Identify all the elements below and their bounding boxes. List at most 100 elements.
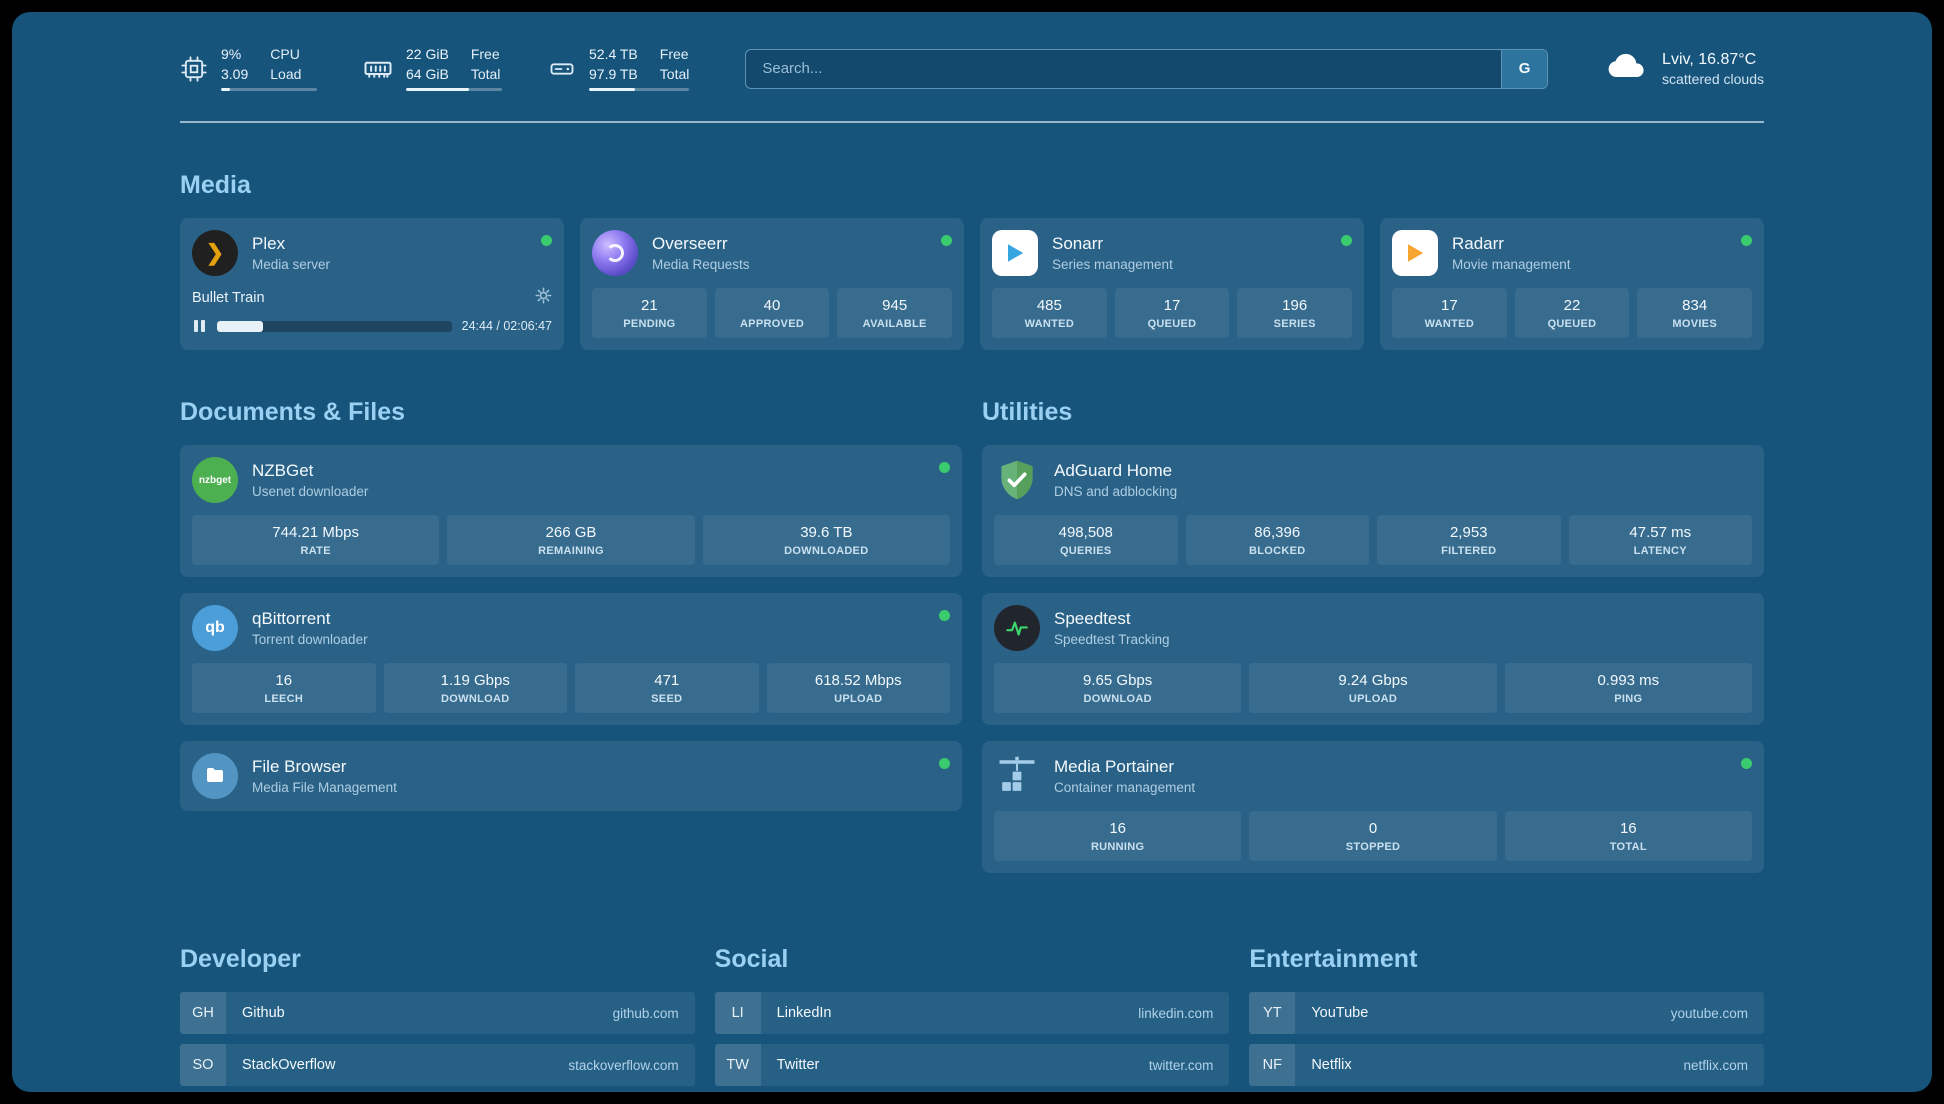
radarr-icon <box>1392 230 1438 276</box>
service-card-portainer[interactable]: Media Portainer Container management 16 … <box>982 741 1764 873</box>
service-subtitle: Series management <box>1052 257 1173 272</box>
status-badge <box>1741 758 1752 769</box>
stat-tile: 22 QUEUED <box>1514 288 1630 338</box>
playback-time: 24:44 / 02:06:47 <box>461 319 552 333</box>
service-subtitle: Speedtest Tracking <box>1054 632 1170 647</box>
bookmark-stackoverflow[interactable]: SO StackOverflow stackoverflow.com <box>180 1044 695 1086</box>
bookmarks: Developer GH Github github.com SO StackO… <box>180 945 1764 1092</box>
service-subtitle: Movie management <box>1452 257 1571 272</box>
service-subtitle: Container management <box>1054 780 1196 795</box>
status-badge <box>939 462 950 473</box>
bookmark-youtube[interactable]: YT YouTube youtube.com <box>1249 992 1764 1034</box>
service-subtitle: Media File Management <box>252 780 397 795</box>
now-playing-title: Bullet Train <box>192 290 265 306</box>
section-heading-entertainment: Entertainment <box>1249 945 1418 973</box>
bookmark-netflix[interactable]: NF Netflix netflix.com <box>1249 1044 1764 1086</box>
section-heading-utilities: Utilities <box>982 398 1073 426</box>
status-badge <box>941 235 952 246</box>
service-card-plex[interactable]: ❯ Plex Media server Bullet Train <box>180 218 564 350</box>
plex-icon: ❯ <box>192 230 238 276</box>
service-card-overseerr[interactable]: Overseerr Media Requests 21 PENDING 40 A… <box>580 218 964 350</box>
status-badge <box>1341 235 1352 246</box>
service-title: AdGuard Home <box>1054 461 1173 480</box>
stat-tile: 0.993 ms PING <box>1504 663 1752 713</box>
bookmark-group-entertainment: Entertainment YT YouTube youtube.com NF … <box>1249 945 1764 1092</box>
stat-tile: 17 QUEUED <box>1114 288 1230 338</box>
bookmark-linkedin[interactable]: LI LinkedIn linkedin.com <box>714 992 1230 1034</box>
bookmark-twitter[interactable]: TW Twitter twitter.com <box>714 1044 1230 1086</box>
stat-tile: 196 SERIES <box>1237 288 1353 338</box>
settings-gear-icon[interactable] <box>535 287 552 309</box>
disk-progress-bar <box>589 88 690 91</box>
filebrowser-icon <box>192 753 238 799</box>
stat-tile: 2,953 FILTERED <box>1377 515 1561 565</box>
cpu-usage-value: 9% <box>221 46 242 62</box>
memory-progress-bar <box>406 88 502 91</box>
stat-tile: 0 STOPPED <box>1249 811 1497 861</box>
pause-button[interactable] <box>192 318 207 334</box>
cloud-icon <box>1604 44 1648 93</box>
documents-column: Documents & Files nzbget NZBGet Usenet d… <box>180 350 962 827</box>
cpu-usage-label: CPU <box>270 46 300 62</box>
weather-location-temp: Lviv, 16.87°C <box>1662 50 1757 68</box>
speedtest-icon <box>994 605 1040 651</box>
service-subtitle: Usenet downloader <box>252 484 369 499</box>
dashboard: 9% 3.09 CPU Load <box>12 12 1932 1092</box>
service-title: Sonarr <box>1052 234 1104 253</box>
stat-tile: 21 PENDING <box>592 288 707 338</box>
service-subtitle: Media Requests <box>652 257 750 272</box>
stat-tile: 39.6 TB DOWNLOADED <box>702 515 950 565</box>
search-provider-button[interactable]: G <box>1501 49 1548 88</box>
disk-total-value: 97.9 TB <box>589 65 638 82</box>
stat-tile: 1.19 Gbps DOWNLOAD <box>383 663 567 713</box>
bookmark-group-developer: Developer GH Github github.com SO StackO… <box>180 945 695 1092</box>
media-cards: ❯ Plex Media server Bullet Train <box>180 218 1764 350</box>
stat-tile: 266 GB REMAINING <box>447 515 695 565</box>
service-card-radarr[interactable]: Radarr Movie management 17 WANTED 22 QUE… <box>1380 218 1764 350</box>
disk-free-label: Free <box>659 46 689 62</box>
weather-condition: scattered clouds <box>1662 70 1764 87</box>
adguard-icon <box>994 457 1040 503</box>
stat-tile: 9.65 Gbps DOWNLOAD <box>994 663 1242 713</box>
stat-tile: 9.24 Gbps UPLOAD <box>1249 663 1497 713</box>
service-card-qbittorrent[interactable]: qb qBittorrent Torrent downloader 16 LEE… <box>180 593 962 725</box>
stat-tile: 945 AVAILABLE <box>837 288 953 338</box>
qbittorrent-icon: qb <box>192 605 238 651</box>
memory-free-value: 22 GiB <box>406 46 449 62</box>
section-heading-social: Social <box>714 945 789 973</box>
cpu-load-value: 3.09 <box>221 65 249 82</box>
stat-tile: 17 WANTED <box>1392 288 1507 338</box>
memory-icon <box>363 54 393 84</box>
portainer-icon <box>994 753 1040 799</box>
disk-free-value: 52.4 TB <box>589 46 638 62</box>
search-input[interactable] <box>746 49 1502 88</box>
stat-tile: 498,508 QUERIES <box>994 515 1178 565</box>
bookmark-github[interactable]: GH Github github.com <box>180 992 695 1034</box>
stat-tile: 16 LEECH <box>192 663 376 713</box>
stat-tile: 47.57 ms LATENCY <box>1568 515 1752 565</box>
service-card-sonarr[interactable]: Sonarr Series management 485 WANTED 17 Q… <box>980 218 1364 350</box>
cpu-widget: 9% 3.09 CPU Load <box>180 46 317 91</box>
stat-tile: 618.52 Mbps UPLOAD <box>766 663 950 713</box>
section-heading-media: Media <box>180 171 251 199</box>
service-card-filebrowser[interactable]: File Browser Media File Management <box>180 741 962 811</box>
playback-progress-bar[interactable] <box>217 320 452 332</box>
service-title: Radarr <box>1452 234 1504 253</box>
service-title: Plex <box>252 234 286 253</box>
service-card-adguard[interactable]: AdGuard Home DNS and adblocking 498,508 … <box>982 445 1764 577</box>
service-card-nzbget[interactable]: nzbget NZBGet Usenet downloader 744.21 M… <box>180 445 962 577</box>
system-widgets: 9% 3.09 CPU Load <box>180 46 690 91</box>
memory-total-value: 64 GiB <box>406 65 449 82</box>
disk-icon <box>548 55 576 83</box>
stat-tile: 40 APPROVED <box>714 288 830 338</box>
memory-widget: 22 GiB 64 GiB Free Total <box>363 46 502 91</box>
stat-tile: 16 RUNNING <box>994 811 1242 861</box>
service-card-speedtest[interactable]: Speedtest Speedtest Tracking 9.65 Gbps D… <box>982 593 1764 725</box>
utilities-column: Utilities AdGuard Home DNS and adblockin… <box>982 350 1764 889</box>
weather-widget: Lviv, 16.87°C scattered clouds <box>1604 44 1764 93</box>
service-subtitle: Torrent downloader <box>252 632 368 647</box>
service-title: qBittorrent <box>252 609 331 628</box>
status-badge <box>939 610 950 621</box>
cpu-load-label: Load <box>270 65 302 82</box>
